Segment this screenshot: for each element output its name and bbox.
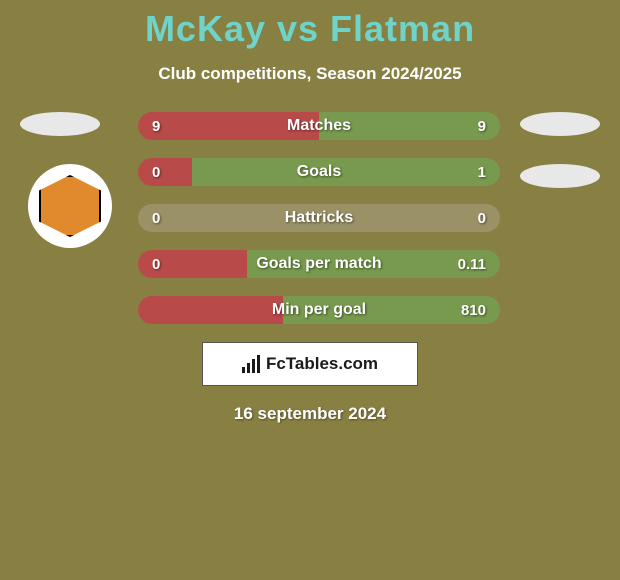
stat-row: Min per goal810 — [138, 296, 500, 324]
comparison-area: Matches99 Goals01 Hattricks00 Goals per mat… — [0, 112, 620, 324]
fctables-logo: FcTables.com — [202, 342, 418, 386]
club-crest-icon — [39, 175, 101, 237]
page-subtitle: Club competitions, Season 2024/2025 — [0, 64, 620, 84]
logo-text: FcTables.com — [266, 354, 378, 374]
stat-bar-left — [138, 158, 192, 186]
page-title: McKay vs Flatman — [0, 0, 620, 50]
player-left-club-badge — [28, 164, 112, 248]
stat-rows-container: Matches99 Goals01 Hattricks00 Goals per mat… — [138, 112, 500, 324]
player-right-club-placeholder — [520, 164, 600, 188]
stat-bar-right — [319, 112, 500, 140]
snapshot-date: 16 september 2024 — [0, 404, 620, 424]
stat-bar-right — [283, 296, 500, 324]
logo-bars-icon — [242, 355, 260, 373]
stat-bar-left — [138, 112, 319, 140]
stat-bar-right — [192, 158, 500, 186]
stat-bar-right — [247, 250, 500, 278]
stat-row: Goals per match00.11 — [138, 250, 500, 278]
stat-row: Goals01 — [138, 158, 500, 186]
stat-bar-left — [138, 250, 247, 278]
player-left-photo-placeholder — [20, 112, 100, 136]
stat-row: Hattricks00 — [138, 204, 500, 232]
stat-bar-left — [138, 204, 500, 232]
stat-bar-left — [138, 296, 283, 324]
stat-row: Matches99 — [138, 112, 500, 140]
player-right-photo-placeholder — [520, 112, 600, 136]
